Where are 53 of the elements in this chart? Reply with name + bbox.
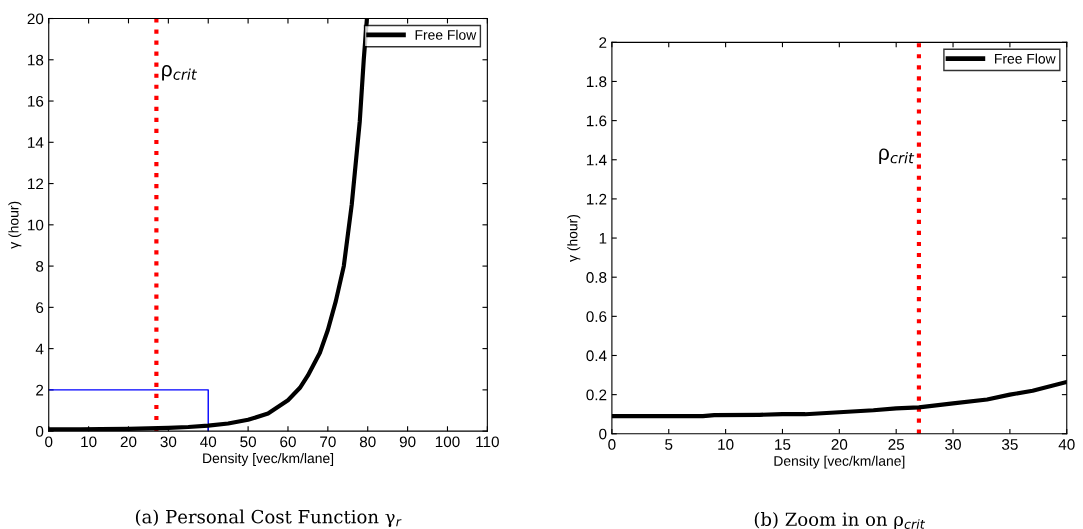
y-tick-label: 1.6 <box>586 115 607 127</box>
y-tick-label: 1 <box>599 233 607 244</box>
y-tick-label: 4 <box>35 343 44 355</box>
x-tick-label: 30 <box>160 436 177 448</box>
y-tick-label: 0.4 <box>586 350 607 362</box>
x-tick-label: 50 <box>240 436 257 448</box>
y-tick-label: 0 <box>35 426 44 437</box>
x-tick-label: 0 <box>45 436 53 448</box>
legend-label: Free Flow <box>415 29 477 40</box>
x-tick-label: 40 <box>200 436 217 448</box>
x-tick-label: 10 <box>81 436 97 448</box>
y-tick-label: 18 <box>28 54 44 66</box>
y-tick-label: 0.6 <box>586 311 607 323</box>
y-tick-label: 0.2 <box>586 389 607 401</box>
y-tick-label: 10 <box>28 219 44 231</box>
y-tick-label: 12 <box>28 178 44 190</box>
x-tick-label: 70 <box>320 436 336 448</box>
x-tick-label: 20 <box>120 436 137 448</box>
x-tick-label: 0 <box>608 439 616 450</box>
y-tick-label: 0.8 <box>586 272 607 283</box>
x-tick-label: 40 <box>1058 439 1075 450</box>
x-tick-label: 10 <box>718 439 734 450</box>
x-tick-label: 30 <box>945 439 961 450</box>
y-tick-label: 16 <box>28 95 44 107</box>
legend-label: Free Flow <box>995 53 1056 64</box>
x-tick-label: 5 <box>665 439 673 450</box>
y-tick-label: 6 <box>36 302 44 314</box>
y-tick-label: 1.4 <box>586 154 607 166</box>
y-axis-title: γ (hour) <box>8 201 22 249</box>
x-tick-label: 80 <box>359 436 376 448</box>
x-tick-label: 110 <box>476 436 499 448</box>
x-tick-label: 90 <box>399 436 416 448</box>
x-tick-label: 20 <box>831 439 848 450</box>
y-tick-label: 0 <box>599 428 607 440</box>
y-tick-label: 2 <box>599 37 607 48</box>
x-axis-title: Density [vec/km/lane] <box>203 453 334 466</box>
x-tick-label: 100 <box>435 436 460 448</box>
text: (a) Personal Cost Function γ$_{r}$ <box>135 509 402 528</box>
ref-line-label: ρ$_{crit}$ <box>162 65 198 81</box>
ref-line-label: ρ$_{crit}$ <box>879 148 915 165</box>
x-tick-label: 60 <box>280 436 296 448</box>
y-axis-title: γ (hour) <box>567 214 581 262</box>
y-tick-label: 1.2 <box>586 193 607 205</box>
y-tick-label: 20 <box>27 13 44 25</box>
y-tick-label: 14 <box>28 137 44 148</box>
x-axis-title: Density [vec/km/lane] <box>774 455 905 469</box>
x-tick-label: 35 <box>1001 439 1018 450</box>
text: (b) Zoom in on ρ$_{crit}$ <box>754 512 926 529</box>
y-tick-label: 8 <box>36 260 44 272</box>
y-tick-label: 2 <box>36 384 44 396</box>
x-tick-label: 25 <box>888 439 905 450</box>
y-tick-label: 1.8 <box>586 76 607 88</box>
x-tick-label: 15 <box>775 439 791 450</box>
